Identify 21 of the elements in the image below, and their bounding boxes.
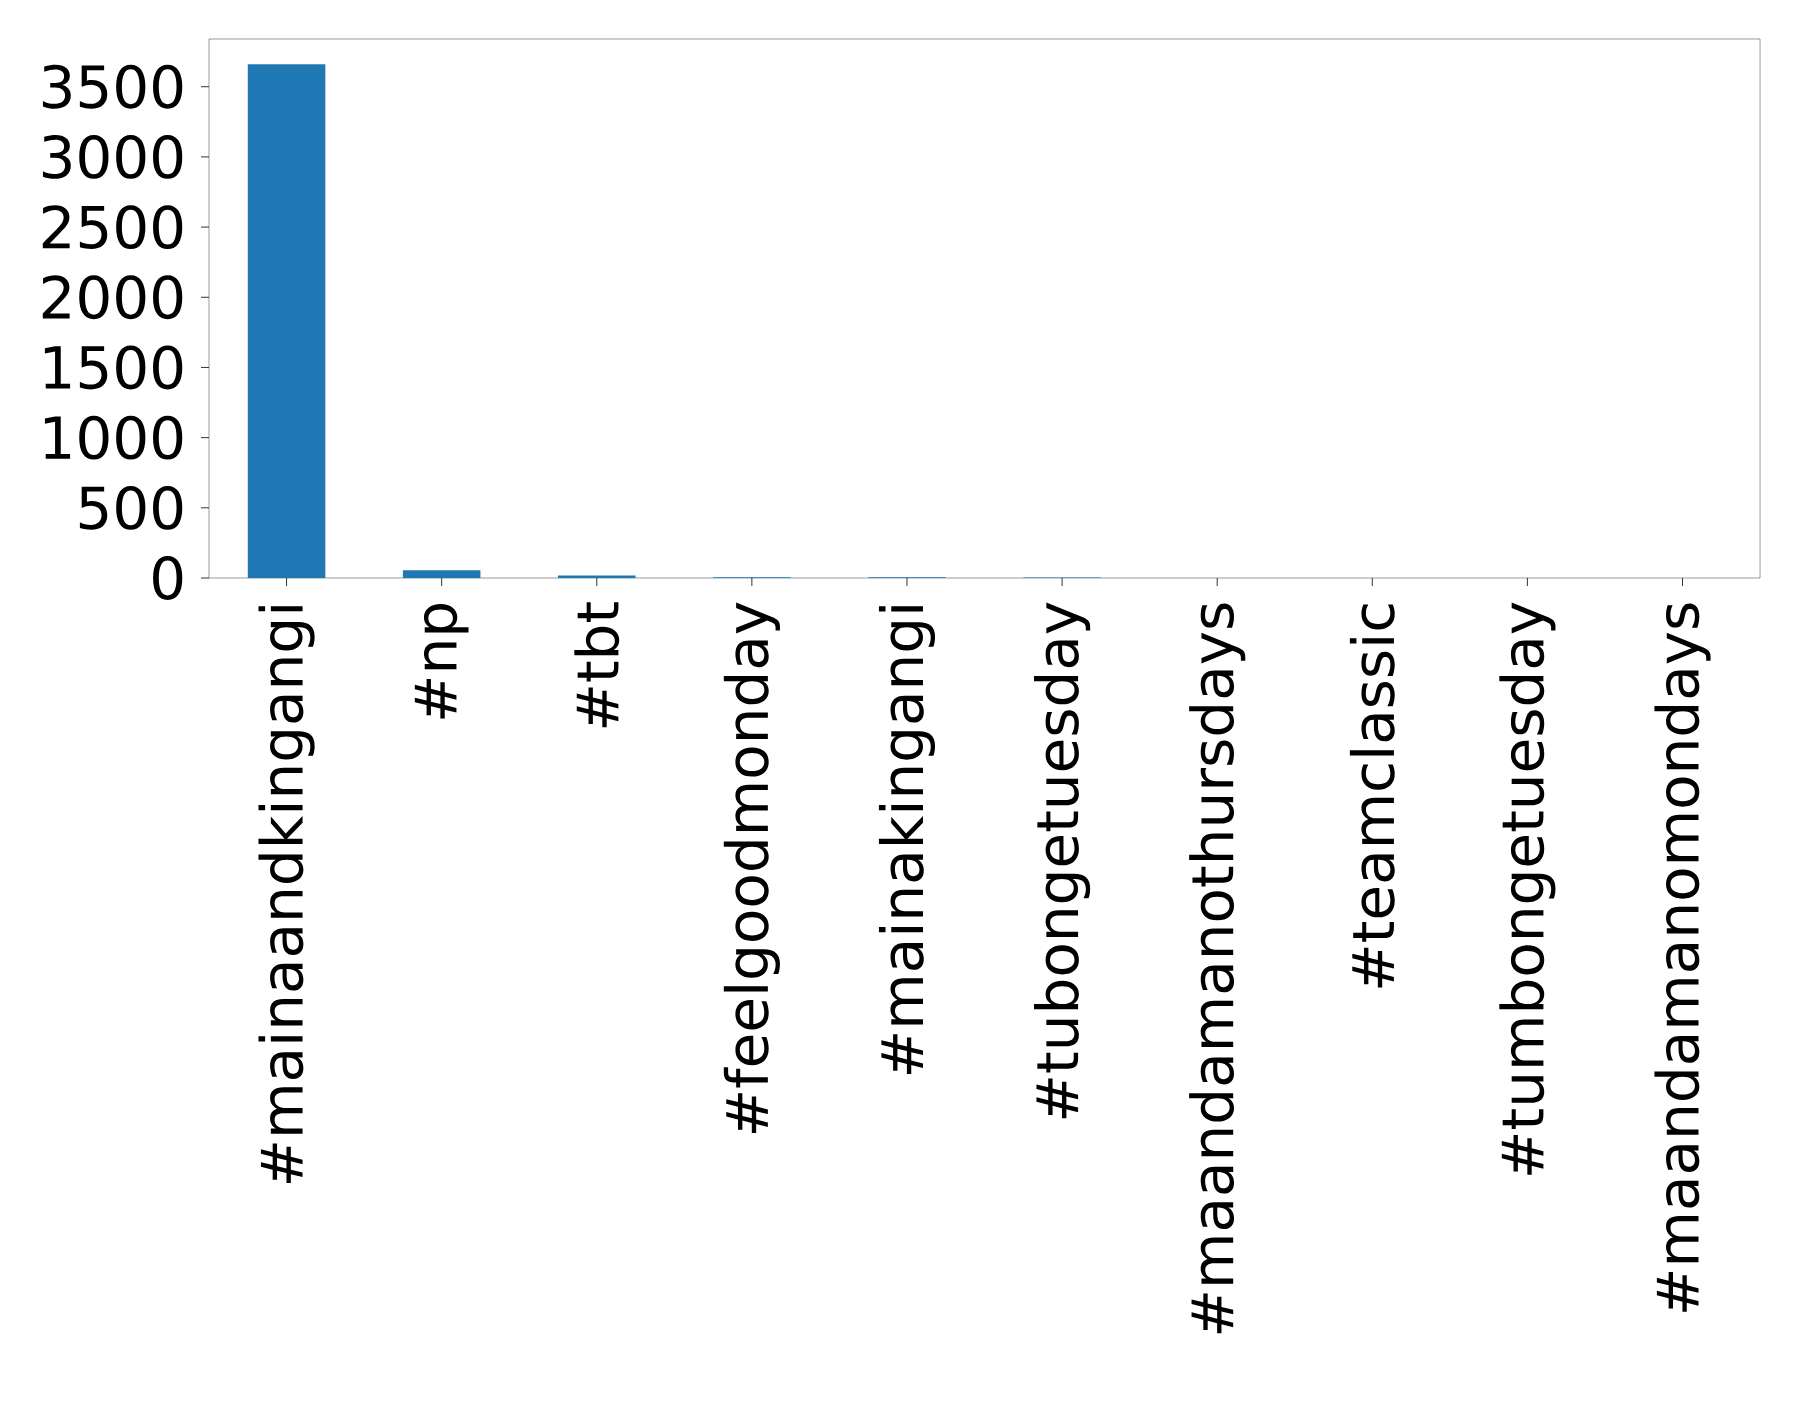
y-tick-label: 3000 [42,134,183,179]
x-tick-label: #maandamanothursdays [1189,603,1246,1334]
y-tick-label: 0 [153,556,183,600]
x-tick-label: #maandamanomondays [1654,603,1711,1312]
x-tick-label: #mainakingangi [878,606,936,1074]
y-tick-label: 1000 [44,415,183,460]
y-tick-label: 3500 [42,64,183,109]
y-tick-label: 2500 [42,205,183,250]
x-tick-label: #teamclassic [1349,604,1395,988]
x-tick-label: #tumbongetuesday [1499,602,1556,1175]
bar [557,575,636,578]
x-tick-label: #feelgoodmonday [723,602,780,1133]
bar [402,570,481,578]
x-tick-label: #tbt [574,602,620,728]
x-tick-label: #np [414,604,469,719]
x-tick-label: #mainaandkingangi [258,606,315,1184]
y-tick-label: 1500 [44,345,183,390]
bar [247,64,326,578]
x-tick-label: #tubongetuesday [1034,602,1091,1119]
y-tick-label: 2000 [42,275,183,320]
y-tick-label: 500 [79,485,183,530]
